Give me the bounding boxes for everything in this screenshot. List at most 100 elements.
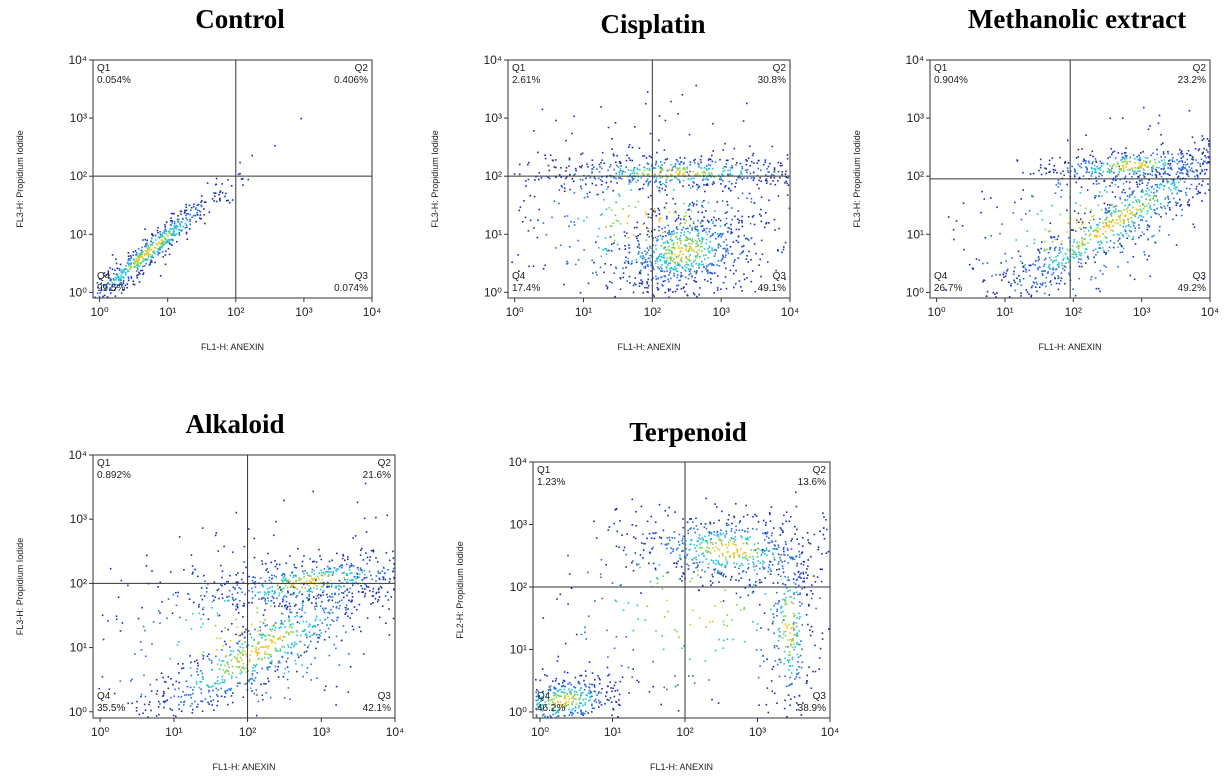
- density-dot: [279, 661, 281, 664]
- density-dot: [168, 239, 171, 242]
- density-dot: [230, 650, 232, 652]
- y-axis-label: FL3-H: Propidium Iodide: [852, 130, 862, 228]
- density-dot: [271, 590, 274, 592]
- density-dot: [326, 624, 328, 626]
- density-dot: [731, 165, 733, 167]
- density-dot: [727, 252, 730, 255]
- density-dot: [1167, 173, 1169, 175]
- density-dot: [1154, 162, 1157, 164]
- density-dot: [151, 250, 154, 253]
- density-dot: [630, 169, 632, 172]
- density-dot: [723, 262, 726, 264]
- density-dot: [714, 231, 717, 234]
- density-dot: [1140, 235, 1142, 237]
- density-dot: [722, 167, 724, 170]
- density-dot: [161, 235, 164, 237]
- density-dot: [378, 616, 381, 619]
- density-dot: [310, 679, 313, 681]
- density-dot: [1195, 159, 1197, 161]
- density-dot: [197, 214, 199, 216]
- density-dot: [1105, 252, 1108, 254]
- density-dot: [191, 573, 194, 575]
- density-dot: [667, 288, 670, 290]
- density-dot: [375, 516, 377, 519]
- density-dot: [771, 173, 773, 176]
- density-dot: [656, 238, 658, 240]
- density-dot: [666, 267, 668, 269]
- density-dot: [306, 636, 308, 639]
- density-dot: [552, 159, 554, 162]
- density-dot: [697, 184, 699, 186]
- density-dot: [116, 275, 119, 277]
- density-dot: [688, 270, 691, 273]
- density-dot: [1180, 169, 1183, 171]
- density-dot: [1133, 214, 1136, 216]
- density-dot: [711, 174, 713, 176]
- density-dot: [652, 237, 654, 239]
- density-dot: [699, 158, 702, 161]
- density-dot: [371, 578, 373, 581]
- density-dot: [1107, 210, 1109, 212]
- density-dot: [331, 611, 334, 614]
- density-dot: [127, 263, 130, 266]
- density-dot: [1039, 158, 1042, 161]
- density-dot: [242, 696, 245, 698]
- density-dot: [383, 567, 385, 569]
- density-dot: [701, 239, 704, 241]
- density-dot: [291, 585, 293, 587]
- density-dot: [678, 171, 681, 173]
- density-dot: [344, 606, 346, 609]
- density-dot: [218, 193, 220, 196]
- density-dot: [611, 225, 613, 227]
- density-dot: [669, 262, 672, 264]
- density-dot: [1138, 158, 1140, 160]
- density-dot: [528, 265, 530, 268]
- density-dot: [378, 596, 381, 598]
- density-dot: [781, 561, 783, 563]
- density-dot: [638, 285, 641, 287]
- density-dot: [643, 222, 645, 225]
- density-dot: [202, 608, 204, 611]
- density-dot: [743, 234, 745, 237]
- density-dot: [687, 173, 690, 175]
- density-dot: [636, 246, 639, 248]
- density-dot: [147, 255, 150, 257]
- density-dot: [109, 287, 111, 289]
- density-dot: [770, 534, 773, 537]
- density-dot: [1080, 186, 1083, 188]
- density-dot: [303, 576, 305, 578]
- density-dot: [337, 616, 339, 619]
- density-dot: [136, 264, 138, 266]
- density-dot: [647, 265, 649, 268]
- density-dot: [1153, 234, 1155, 237]
- density-dot: [221, 576, 223, 579]
- density-cloud: [94, 117, 303, 298]
- density-dot: [760, 220, 763, 223]
- density-dot: [251, 674, 254, 677]
- density-dot: [350, 563, 353, 565]
- density-dot: [671, 167, 674, 170]
- density-dot: [141, 249, 143, 252]
- density-dot: [318, 634, 320, 636]
- x-axis-label: FL1-H: ANEXIN: [212, 762, 275, 772]
- density-dot: [1019, 279, 1021, 281]
- density-dot: [759, 258, 761, 261]
- density-dot: [175, 224, 178, 227]
- density-dot: [338, 664, 341, 666]
- density-dot: [1119, 167, 1121, 170]
- density-dot: [631, 179, 634, 181]
- density-dot: [961, 225, 964, 227]
- y-tick-label: 10³: [485, 111, 502, 125]
- density-dot: [316, 677, 318, 679]
- density-dot: [694, 228, 697, 231]
- density-dot: [167, 239, 169, 241]
- density-dot: [1199, 191, 1202, 194]
- density-dot: [226, 689, 229, 692]
- density-dot: [1026, 230, 1029, 232]
- density-dot: [197, 575, 199, 578]
- density-dot: [345, 611, 348, 614]
- density-dot: [1089, 238, 1092, 241]
- density-dot: [1014, 201, 1016, 204]
- density-dot: [1147, 128, 1150, 131]
- density-dot: [249, 677, 252, 680]
